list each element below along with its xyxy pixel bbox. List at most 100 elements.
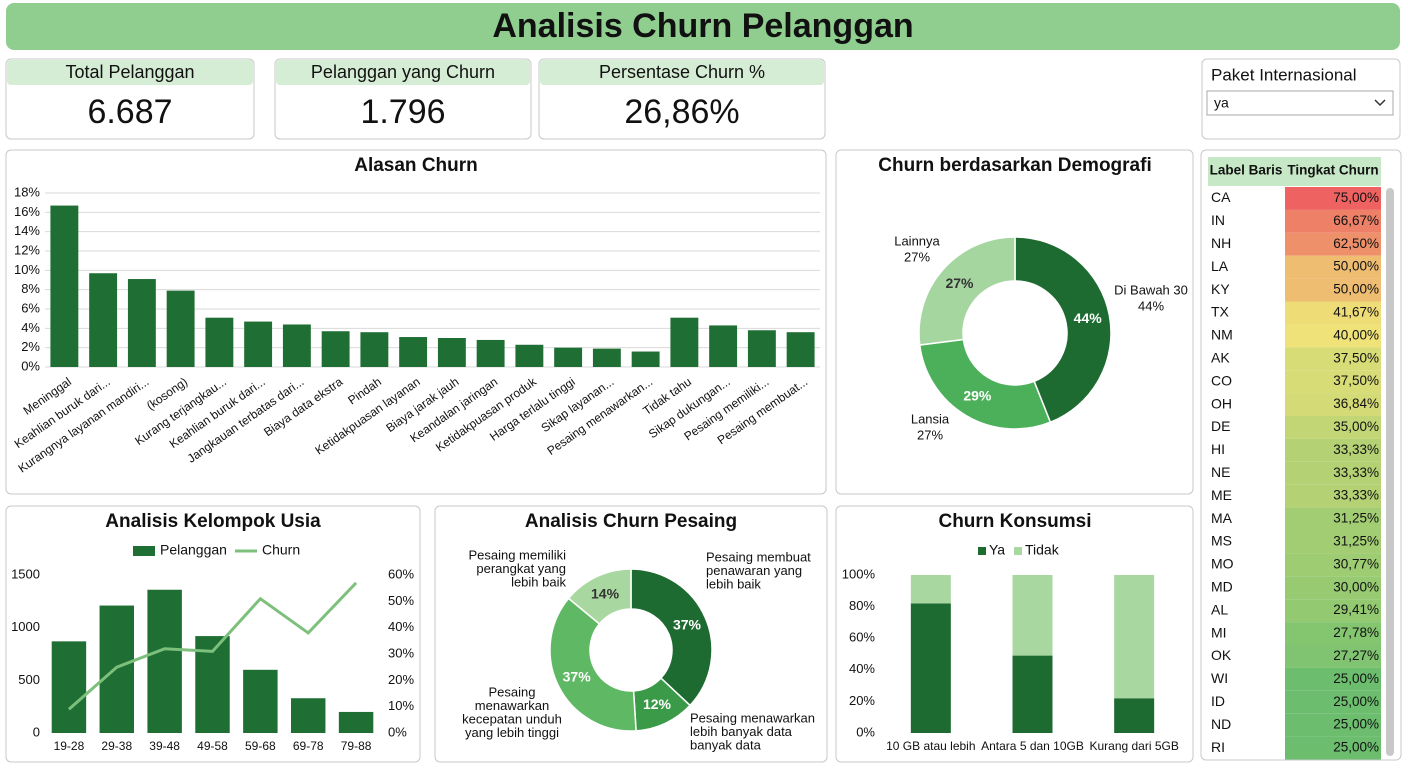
kpi-label: Total Pelanggan [65,62,194,82]
legend-label: Ya [989,542,1005,558]
row-label: HI [1211,441,1225,457]
heat-cell [1285,301,1381,325]
x-tick-label: 59-68 [245,739,276,753]
row-value: 25,00% [1333,717,1379,732]
heat-cell [1285,507,1381,531]
chart-title: Analisis Churn Pesaing [525,511,737,532]
y-tick-label: 0% [388,724,407,739]
donut-slice [1014,236,1112,424]
bar [476,339,505,367]
stacked-bar-segment [1012,575,1053,656]
bar [99,605,135,733]
filter-dropdown[interactable] [1206,90,1394,116]
slice-value-label: 29% [963,387,992,403]
bar [89,273,118,367]
line-series [67,581,358,711]
row-value: 33,33% [1333,442,1379,457]
heat-cell [1285,255,1381,279]
row-label: IN [1211,212,1225,228]
heat-cell [1285,576,1381,600]
bar [338,711,374,733]
y-tick-label: 50% [388,593,414,608]
row-value: 50,00% [1333,282,1379,297]
heat-cell [1285,484,1381,508]
y-tick-label: 12% [14,242,40,257]
row-value: 29,41% [1333,602,1379,617]
row-label: RI [1211,739,1225,755]
stacked-bar-segment [910,575,951,604]
bar [631,351,660,367]
heat-cell [1285,370,1381,394]
bar [205,317,234,367]
y-tick-label: 30% [388,645,414,660]
y-tick-label: 2% [21,339,40,354]
heat-cell [1285,461,1381,485]
slice-category-label: Lainnya [894,233,940,248]
slice-category-label: lebih banyak data [690,724,793,739]
y-tick-label: 1000 [11,619,40,634]
stacked-bar-segment [910,603,951,733]
bar [360,332,389,367]
slice-annotation: 44% [1138,298,1164,313]
row-label: OK [1211,647,1232,663]
kpi-value: 6.687 [87,93,172,131]
y-tick-label: 0% [856,724,875,739]
dropdown-arrow[interactable] [1374,99,1386,107]
bar [399,337,428,367]
donut-slice [918,236,1016,346]
row-label: MI [1211,624,1227,640]
row-value: 33,33% [1333,488,1379,503]
bar [437,338,466,367]
row-label: ME [1211,487,1232,503]
bar [243,669,278,733]
y-tick-label: 0% [21,358,40,373]
kpi-header [540,60,824,85]
y-tick-label: 14% [14,223,40,238]
row-value: 62,50% [1333,236,1379,251]
y-tick-label: 8% [21,281,40,296]
bar [50,205,79,367]
row-value: 27,78% [1333,625,1379,640]
y-tick-label: 20% [849,693,875,708]
donut-slice [630,568,713,707]
slice-value-label: 27% [945,275,974,291]
x-tick-label: 10 GB atau lebih [886,739,975,753]
stacked-bar-segment [1114,575,1155,699]
donut-slice [918,338,1052,430]
row-value: 30,00% [1333,579,1379,594]
row-label: DE [1211,418,1230,434]
scrollbar[interactable] [1386,188,1394,756]
y-tick-label: 10% [388,698,414,713]
row-value: 35,00% [1333,419,1379,434]
row-label: CO [1211,372,1232,388]
row-label: ND [1211,716,1231,732]
heat-cell [1285,645,1381,668]
slice-value-label: 12% [643,696,672,712]
bar [244,321,273,367]
legend-swatch [133,546,155,556]
panel [835,149,1194,495]
filter-label: Paket Internasional [1211,65,1357,84]
row-value: 75,00% [1333,190,1379,205]
kpi-value: 1.796 [360,93,445,131]
row-value: 41,67% [1333,305,1379,320]
legend-swatch [1014,547,1022,555]
x-tick-label: Antara 5 dan 10GB [981,739,1084,753]
y-tick-label: 6% [21,300,40,315]
slice-value-label: 37% [563,668,592,684]
y-tick-label: 40% [388,619,414,634]
row-value: 40,00% [1333,327,1379,342]
slice-category-label: lebih baik [511,574,566,589]
heat-cell [1285,530,1381,554]
heat-cell [1285,438,1381,462]
row-value: 50,00% [1333,259,1379,274]
dashboard-title: Analisis Churn Pelanggan [492,7,913,45]
bar [282,324,311,367]
row-value: 31,25% [1333,511,1379,526]
bar [166,290,195,367]
y-tick-label: 60% [849,630,875,645]
row-value: 25,00% [1333,671,1379,686]
row-value: 37,50% [1333,373,1379,388]
